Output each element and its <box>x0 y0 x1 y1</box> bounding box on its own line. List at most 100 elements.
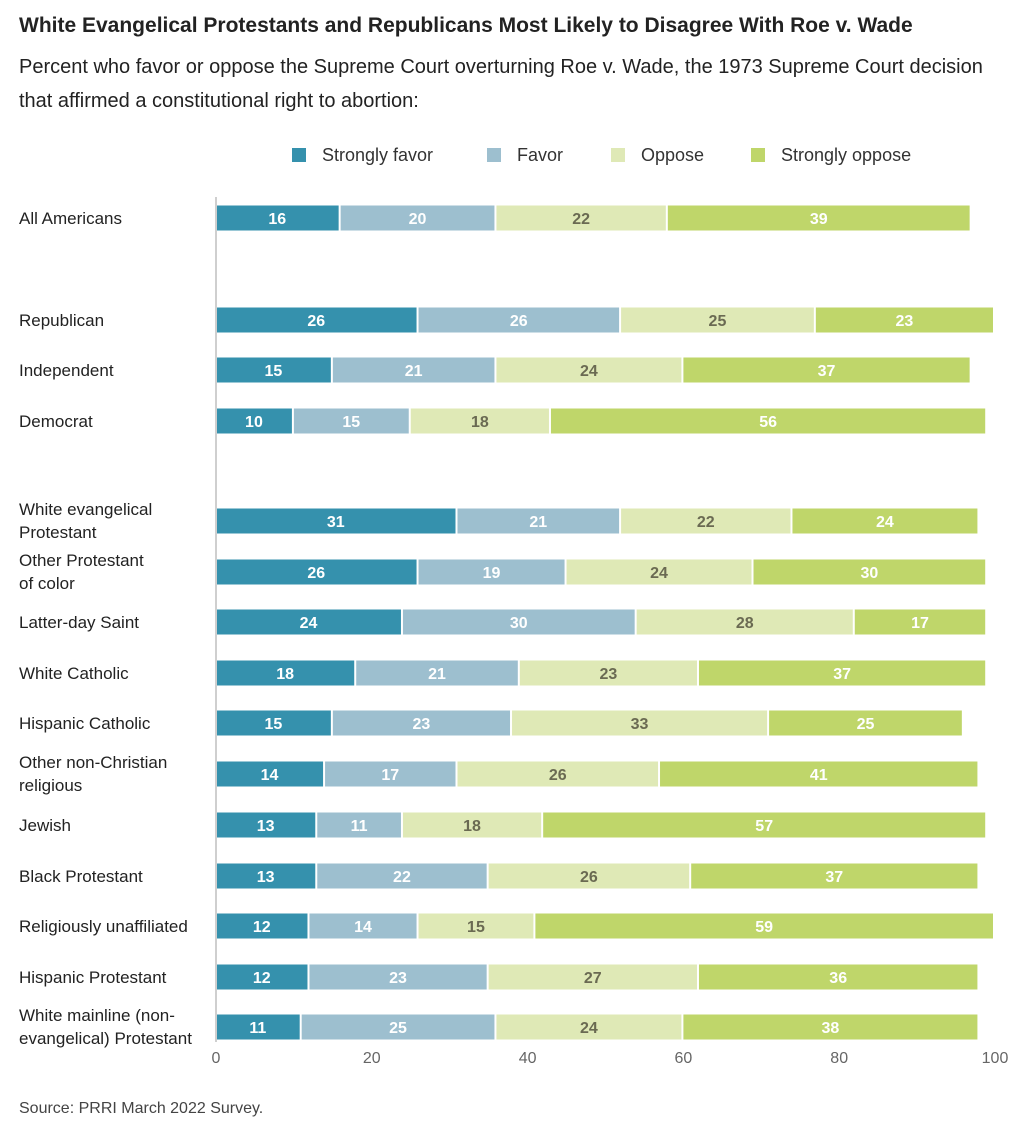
bar-oppose <box>496 205 666 231</box>
bar-favor <box>332 357 495 383</box>
bar-oppose <box>410 408 549 434</box>
bar-oppose <box>636 609 853 635</box>
data-label-strongly-oppose: 37 <box>825 869 843 886</box>
data-label-strongly-oppose: 37 <box>833 666 851 683</box>
bar-strongly-oppose <box>769 710 962 736</box>
bar-strongly-oppose <box>543 812 986 838</box>
bar-oppose <box>519 660 697 686</box>
data-label-oppose: 27 <box>584 970 602 987</box>
bar-oppose <box>496 1014 682 1040</box>
data-label-oppose: 15 <box>467 919 485 936</box>
data-label-strongly-favor: 15 <box>265 716 283 733</box>
data-label-strongly-favor: 10 <box>245 414 263 431</box>
category-label: White evangelical Protestant <box>19 500 152 542</box>
data-label-favor: 22 <box>393 869 411 886</box>
bar-oppose <box>418 913 534 939</box>
category-label: Jewish <box>19 816 71 835</box>
data-label-strongly-favor: 12 <box>253 919 271 936</box>
bar-favor <box>317 812 401 838</box>
data-label-oppose: 23 <box>599 666 617 683</box>
data-label-favor: 21 <box>529 514 547 531</box>
data-label-oppose: 28 <box>736 615 754 632</box>
bar-strongly-favor <box>216 761 324 787</box>
data-label-strongly-favor: 18 <box>276 666 294 683</box>
data-label-oppose: 26 <box>580 869 598 886</box>
data-label-strongly-favor: 16 <box>268 211 286 228</box>
legend-label-favor: Favor <box>517 144 564 165</box>
bar-oppose <box>496 357 682 383</box>
bar-oppose <box>402 812 542 838</box>
bar-strongly-favor <box>216 408 292 434</box>
data-label-strongly-favor: 15 <box>265 363 283 380</box>
data-label-strongly-oppose: 57 <box>755 818 773 835</box>
data-label-strongly-favor: 13 <box>257 869 275 886</box>
bar-strongly-favor <box>216 307 417 333</box>
bar-strongly-favor <box>216 357 331 383</box>
bar-favor <box>309 913 417 939</box>
data-label-oppose: 33 <box>631 716 649 733</box>
bar-strongly-oppose <box>691 863 978 889</box>
chart-title: White Evangelical Protestants and Republ… <box>19 14 913 37</box>
bar-strongly-favor <box>216 559 417 585</box>
bar-favor <box>340 205 495 231</box>
data-label-favor: 17 <box>381 767 399 784</box>
legend-label-strongly-oppose: Strongly oppose <box>781 144 912 165</box>
bar-strongly-favor <box>216 609 401 635</box>
category-label: Republican <box>19 311 104 330</box>
data-label-favor: 25 <box>389 1020 407 1037</box>
category-label: Other non-Christian religious <box>19 753 167 795</box>
data-label-oppose: 22 <box>572 211 590 228</box>
bar-oppose <box>621 307 814 333</box>
legend-item-oppose: Oppose <box>611 143 704 167</box>
data-label-strongly-oppose: 59 <box>755 919 773 936</box>
bar-strongly-oppose <box>698 660 986 686</box>
data-label-favor: 19 <box>483 565 501 582</box>
bar-strongly-favor <box>216 812 316 838</box>
bar-strongly-favor <box>216 1014 300 1040</box>
legend-swatch-strongly-oppose <box>751 148 765 162</box>
data-label-oppose: 18 <box>463 818 481 835</box>
x-tick-label: 40 <box>519 1050 537 1067</box>
category-label: Other Protestant of color <box>19 551 144 593</box>
category-label: All Americans <box>19 209 122 228</box>
bar-strongly-favor <box>216 508 456 534</box>
data-label-strongly-favor: 26 <box>307 565 325 582</box>
category-label: White Catholic <box>19 664 129 683</box>
bar-strongly-oppose <box>683 357 970 383</box>
category-label: Religiously unaffiliated <box>19 917 188 936</box>
category-label: Hispanic Protestant <box>19 968 167 987</box>
data-label-strongly-favor: 24 <box>300 615 318 632</box>
legend: Strongly favor Favor Oppose Strongly opp… <box>0 143 1032 167</box>
bar-strongly-oppose <box>667 205 970 231</box>
bar-strongly-oppose <box>683 1014 978 1040</box>
x-tick-label: 80 <box>830 1050 848 1067</box>
data-label-oppose: 24 <box>580 363 598 380</box>
chart-subtitle: Percent who favor or oppose the Supreme … <box>19 56 983 112</box>
bar-favor <box>301 1014 495 1040</box>
data-label-strongly-oppose: 23 <box>896 313 914 330</box>
data-label-oppose: 22 <box>697 514 715 531</box>
bar-strongly-favor <box>216 964 308 990</box>
bar-oppose <box>488 964 697 990</box>
data-label-oppose: 24 <box>650 565 668 582</box>
bar-favor <box>317 863 487 889</box>
data-label-favor: 23 <box>413 716 431 733</box>
bar-strongly-oppose <box>792 508 978 534</box>
bar-favor <box>418 307 620 333</box>
bar-oppose <box>488 863 690 889</box>
data-label-favor: 15 <box>342 414 360 431</box>
bar-favor <box>293 408 409 434</box>
data-label-strongly-oppose: 17 <box>911 615 929 632</box>
bar-favor <box>418 559 565 585</box>
data-label-strongly-oppose: 30 <box>860 565 878 582</box>
bar-oppose <box>621 508 791 534</box>
data-label-favor: 23 <box>389 970 407 987</box>
legend-swatch-oppose <box>611 148 625 162</box>
legend-item-strongly-favor: Strongly favor <box>292 143 433 167</box>
bar-strongly-favor <box>216 710 331 736</box>
bar-strongly-oppose <box>550 408 986 434</box>
bar-strongly-oppose <box>660 761 978 787</box>
category-label: Independent <box>19 361 114 380</box>
data-label-favor: 20 <box>409 211 427 228</box>
legend-swatch-favor <box>487 148 501 162</box>
